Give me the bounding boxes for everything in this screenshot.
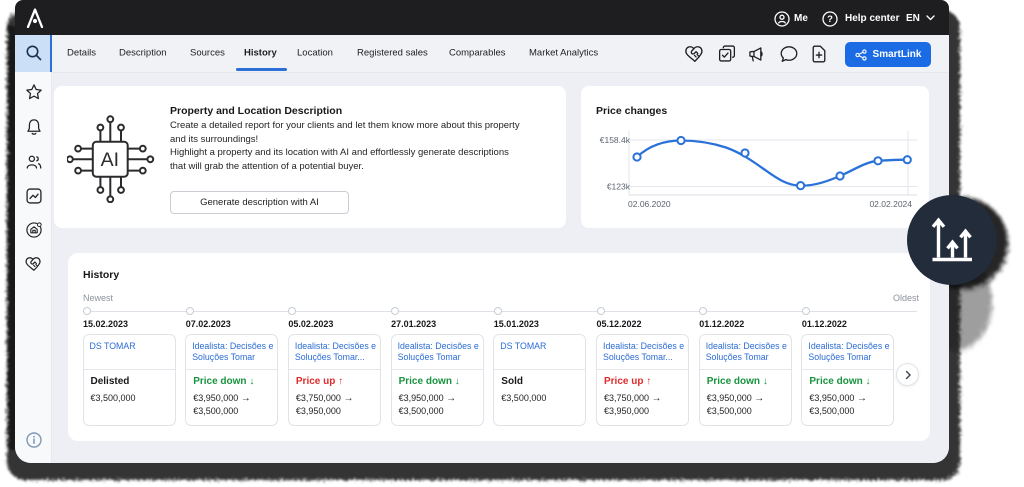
svg-text:€158.4k: €158.4k [600,135,631,145]
svg-text:02.06.2020: 02.06.2020 [628,199,671,209]
svg-text:?: ? [827,14,833,25]
svg-text:AI: AI [101,149,119,171]
svg-text:02.02.2024: 02.02.2024 [869,199,912,209]
svg-text:€123k: €123k [607,182,631,192]
